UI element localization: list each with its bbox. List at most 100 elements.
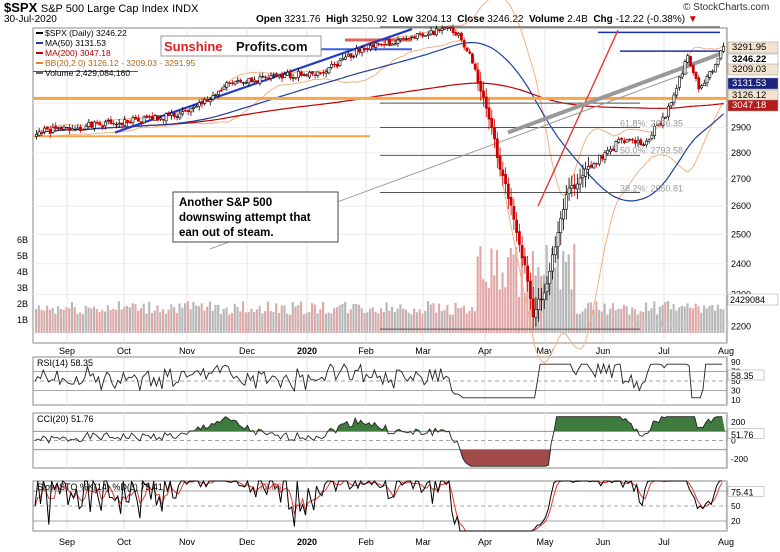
volume-bar (181, 307, 184, 333)
candle-body (454, 31, 458, 36)
price-tag-label: 3126.12 (732, 90, 766, 101)
volume-bar (48, 309, 51, 333)
volume-bar (156, 305, 159, 333)
volume-bar (346, 313, 350, 333)
volume-bar (678, 307, 681, 333)
candle-body (642, 144, 645, 146)
symbol: $SPX (4, 0, 38, 15)
sto-label: Slow STO %K(14) %D(3) 75.41, (37, 482, 165, 492)
fib-61-label: 61.8%: 2636.35 (620, 119, 683, 129)
candle-body (115, 123, 118, 126)
volume-bar (553, 267, 557, 333)
candle-body (203, 99, 207, 104)
chg-value: -12.22 (-0.38%) (615, 14, 686, 25)
volume-bar (117, 301, 120, 333)
volume-bar (636, 314, 639, 333)
volume-bar (305, 312, 308, 333)
volume-bar (302, 314, 305, 333)
volume-bar (512, 254, 515, 333)
volume-bar (211, 310, 214, 333)
volume-bar (432, 303, 435, 333)
candle-body (437, 29, 441, 32)
volume-bar (716, 304, 719, 333)
volume-bar (206, 306, 209, 333)
candle-body (255, 80, 259, 83)
candle-body (175, 116, 179, 118)
month-label-bottom: Mar (415, 537, 431, 547)
candle-body (316, 71, 320, 76)
candle-body (711, 70, 714, 73)
candle-body (181, 111, 185, 115)
volume-bar (126, 305, 129, 333)
volume-bar (421, 313, 424, 333)
volume-bar (371, 307, 374, 333)
candle-body (542, 292, 546, 300)
volume-bar (192, 301, 195, 333)
candle-body (446, 27, 450, 29)
index-name: S&P 500 Large Cap Index (40, 3, 169, 15)
candle-body (366, 48, 369, 50)
volume-bar (385, 302, 388, 333)
volume-bar (269, 311, 272, 333)
volume-bar (647, 310, 650, 333)
volume-bar (195, 305, 198, 333)
volume-bar (697, 306, 700, 333)
volume-bar (388, 310, 391, 333)
fib-50-label: 50.0%: 2793.58 (620, 146, 683, 156)
candle-body (62, 126, 66, 130)
volume-bar (112, 308, 115, 333)
candle-body (247, 78, 251, 84)
volume-bar (498, 289, 501, 333)
volume-bar (722, 309, 725, 333)
candle-body (197, 102, 201, 107)
volume-bar (650, 308, 653, 333)
candle-body (415, 33, 419, 39)
candle-body (142, 116, 146, 124)
volume-bar (567, 254, 570, 333)
candle-body (299, 71, 303, 76)
volume-bar (708, 305, 711, 333)
candle-body (468, 51, 472, 54)
candle-body (443, 27, 447, 30)
candle-body (644, 140, 648, 146)
candle-body (109, 119, 113, 124)
volume-bar (175, 313, 178, 333)
volume-bar (76, 313, 79, 333)
volume-bar (159, 312, 162, 333)
volume-bar (529, 299, 532, 333)
volume-bar (142, 303, 145, 333)
rsi-tag-bg (727, 369, 765, 381)
volume-bar (402, 308, 405, 333)
volume-axis-label: 6B (17, 235, 28, 245)
month-label-bottom: 2020 (297, 537, 317, 547)
candle-body (686, 55, 690, 63)
month-label: Jun (596, 346, 611, 356)
volume-bar (578, 313, 581, 333)
rsi-axis-label: 90 (731, 357, 741, 367)
candle-body (37, 131, 41, 136)
chart-date: 30-Jul-2020 (4, 14, 57, 25)
candle-body (647, 139, 651, 142)
price-axis-label: 2800 (731, 148, 751, 158)
sto-tag: 75.41 (731, 487, 754, 497)
volume-bar (286, 313, 289, 333)
candle-body (424, 35, 427, 37)
brand-watermark: © StockCharts.com (683, 2, 770, 13)
candle-body (371, 44, 375, 48)
volume-bar (51, 307, 54, 333)
annotation-line2: downswing attempt that (179, 212, 311, 224)
candle-body (214, 94, 218, 96)
candle-body (413, 36, 416, 39)
candle-body (233, 80, 237, 85)
volume-bar (73, 307, 76, 333)
candle-body (435, 28, 438, 36)
month-label-bottom: Jul (658, 537, 670, 547)
candle-body (697, 77, 701, 90)
volume-bar (40, 309, 43, 333)
rsi-axis-label: 10 (731, 395, 741, 405)
volume-bar (415, 312, 419, 333)
red-steep-trend-line (537, 29, 619, 207)
candle-body (167, 112, 171, 116)
candle-body (87, 121, 91, 127)
ma50-line (36, 42, 724, 202)
